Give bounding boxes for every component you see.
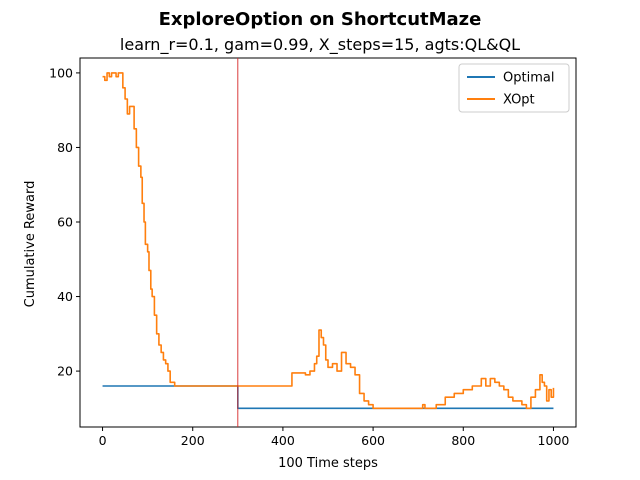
- legend-label-optimal: Optimal: [503, 71, 554, 86]
- x-axis-label: 100 Time steps: [278, 456, 378, 471]
- x-tick-label: 1000: [538, 433, 570, 448]
- chart-subtitle: learn_r=0.1, gam=0.99, X_steps=15, agts:…: [120, 35, 520, 55]
- y-axis-label: Cumulative Reward: [23, 181, 38, 308]
- y-tick-label: 100: [49, 65, 73, 80]
- series-line-optimal: [102, 385, 554, 410]
- chart-title: ExploreOption on ShortcutMaze: [159, 9, 482, 30]
- legend-label-xopt: XOpt: [503, 93, 535, 108]
- plot-area: [79, 57, 577, 428]
- plot-frame: [79, 57, 577, 428]
- x-tick-label: 0: [99, 433, 107, 448]
- legend: Optimal XOpt: [458, 63, 570, 113]
- x-tick-label: 200: [181, 433, 205, 448]
- y-tick-label: 80: [57, 140, 73, 155]
- y-tick-label: 40: [57, 289, 73, 304]
- x-tick-label: 400: [271, 433, 295, 448]
- y-tick-label: 60: [57, 215, 73, 230]
- x-tick-label: 800: [451, 433, 475, 448]
- y-tick-label: 20: [57, 364, 73, 379]
- series-lines: [102, 58, 555, 427]
- x-tick-label: 600: [361, 433, 385, 448]
- series-line-xopt: [102, 72, 555, 410]
- axis-ticks: 0 200 400 600 800 1000 20 40 60 80 100: [49, 65, 569, 448]
